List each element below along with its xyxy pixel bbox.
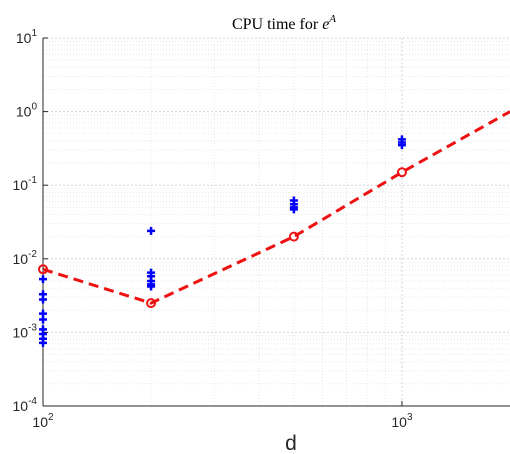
tick-base: 10 — [13, 398, 29, 414]
blue-plus-marker — [147, 226, 156, 235]
title-base: e — [322, 16, 329, 33]
red-circle-marker — [146, 298, 157, 309]
tick-exponent: -2 — [28, 249, 37, 260]
blue-plus-marker — [39, 275, 47, 284]
tick-exponent: 1 — [31, 28, 37, 39]
x-tick-label: 103 — [391, 412, 413, 430]
y-tick-label: 101 — [16, 28, 38, 46]
tick-base: 10 — [13, 177, 29, 193]
tick-exponent: 3 — [407, 412, 413, 423]
title-exponent: A — [328, 13, 336, 25]
tick-base: 10 — [391, 414, 407, 430]
y-tick-label: 10-2 — [13, 249, 38, 267]
y-tick-label: 10-4 — [13, 396, 38, 414]
y-tick-label: 10-1 — [13, 175, 38, 193]
red-circle-marker — [38, 264, 48, 275]
tick-exponent: -4 — [28, 396, 37, 407]
y-tick-label: 10-3 — [13, 322, 38, 340]
blue-plus-marker — [289, 205, 298, 214]
blue-plus-marker — [39, 338, 47, 347]
red-circle-marker — [396, 167, 407, 178]
title-prefix: CPU time for — [232, 16, 322, 33]
red-circle-marker — [288, 231, 299, 242]
x-tick-label: 102 — [32, 412, 54, 430]
minor-grid — [43, 38, 510, 406]
tick-base: 10 — [16, 30, 32, 46]
blue-plus-marker — [39, 315, 47, 324]
tick-base: 10 — [13, 324, 29, 340]
plot-area — [43, 38, 510, 406]
chart-title: CPU time for eA — [232, 13, 336, 33]
tick-exponent: 2 — [48, 412, 54, 423]
x-axis-label: d — [285, 432, 297, 454]
blue-plus-marker — [39, 295, 47, 304]
red-dashed-line — [42, 110, 510, 305]
tick-exponent: -1 — [28, 175, 37, 186]
red-series — [38, 110, 510, 309]
x-tick-labels: 102 103 — [32, 412, 413, 430]
blue-plus-marker — [147, 282, 156, 291]
y-tick-label: 100 — [16, 102, 38, 120]
blue-series — [39, 135, 406, 347]
tick-exponent: -3 — [28, 322, 37, 333]
blue-plus-marker — [397, 141, 406, 150]
tick-base: 10 — [16, 104, 32, 120]
tick-base: 10 — [13, 251, 29, 267]
tick-base: 10 — [32, 414, 48, 430]
tick-exponent: 0 — [31, 102, 37, 113]
